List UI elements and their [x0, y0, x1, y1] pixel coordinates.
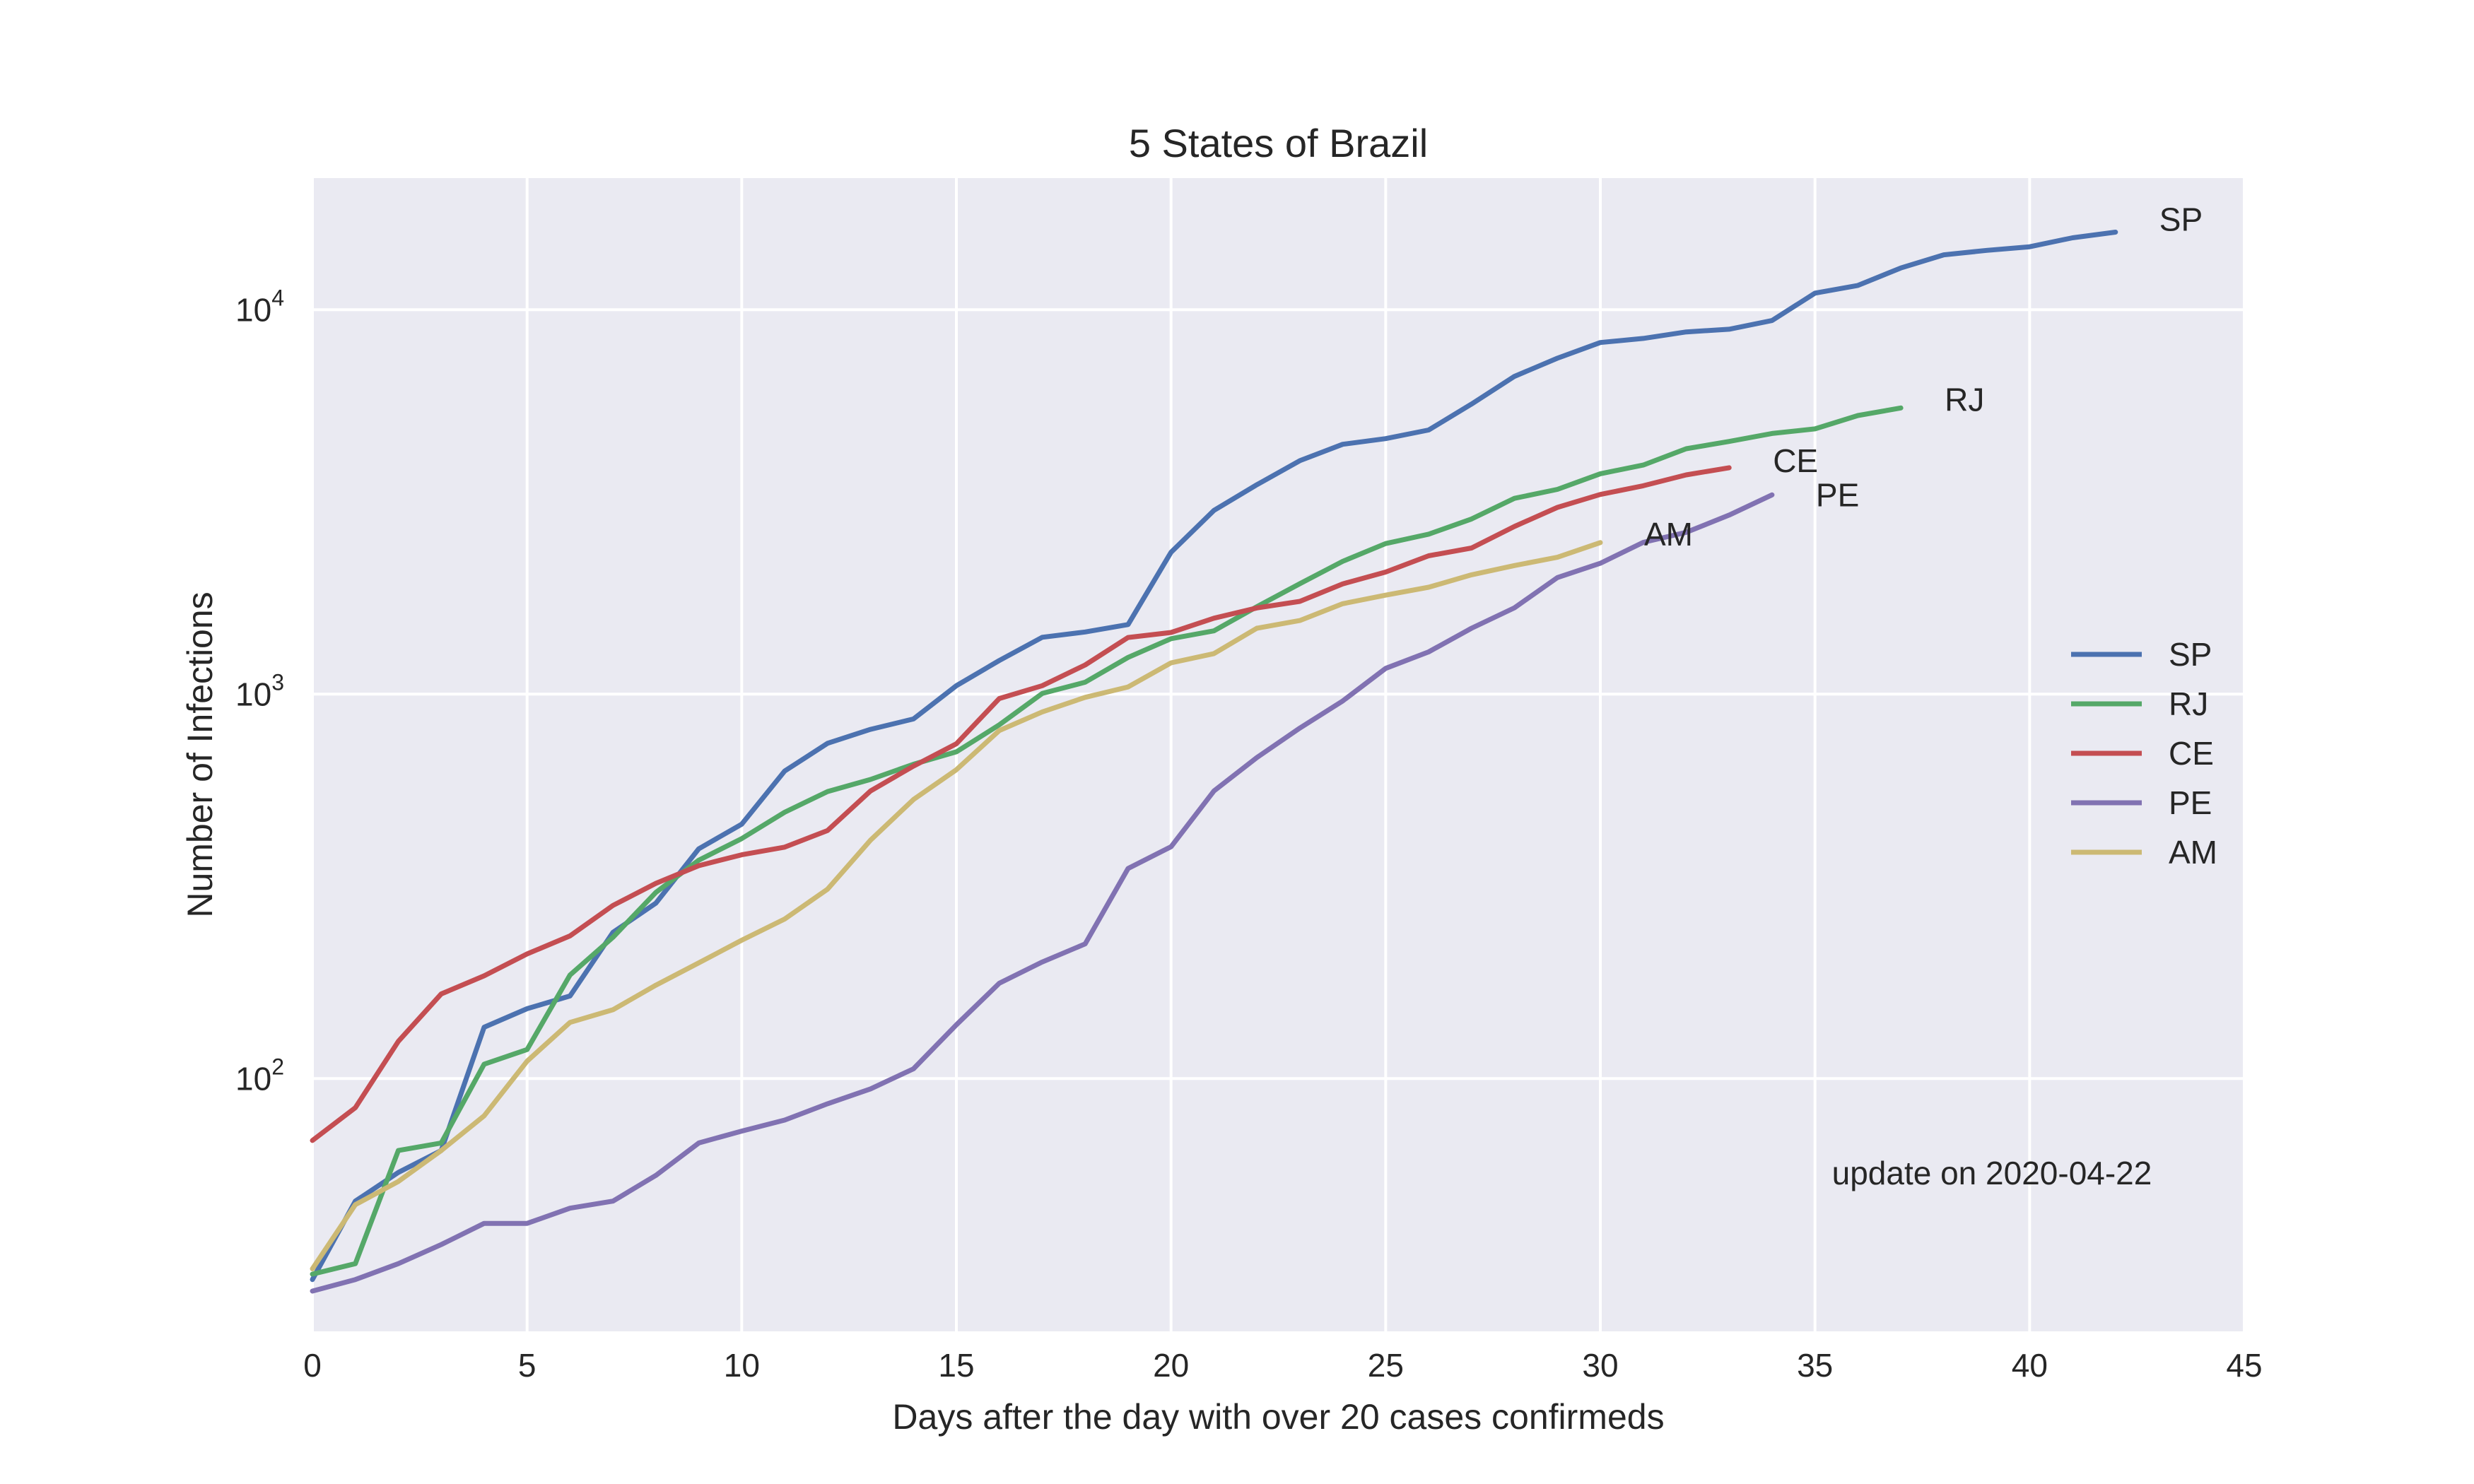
x-tick-label: 40	[2012, 1347, 2048, 1384]
update-annotation: update on 2020-04-22	[1832, 1155, 2152, 1191]
end-label-rj: RJ	[1945, 381, 1984, 418]
end-label-ce: CE	[1773, 442, 1818, 479]
x-tick-label: 35	[1797, 1347, 1833, 1384]
series-line-sp	[310, 230, 2118, 1283]
series-lines	[310, 230, 2118, 1294]
legend-label-am: AM	[2169, 834, 2217, 871]
series-line-ce	[310, 465, 1732, 1143]
plot-area	[312, 178, 2244, 1331]
y-axis-label: Number of Infections	[180, 591, 220, 917]
series-line-am	[310, 540, 1603, 1271]
legend-label-pe: PE	[2169, 784, 2212, 821]
x-tick-label: 10	[724, 1347, 760, 1384]
end-label-sp: SP	[2159, 201, 2203, 238]
grid-lines	[311, 178, 2246, 1331]
x-tick-label: 15	[938, 1347, 974, 1384]
legend-label-rj: RJ	[2169, 685, 2208, 722]
series-line-pe	[310, 492, 1775, 1294]
y-axis-ticks: 102 103 104	[235, 285, 284, 1097]
chart-title: 5 States of Brazil	[1129, 121, 1428, 165]
y-tick-label: 102	[235, 1054, 284, 1097]
x-axis-label: Days after the day with over 20 cases co…	[892, 1397, 1664, 1437]
x-tick-label: 5	[518, 1347, 537, 1384]
legend-label-sp: SP	[2169, 636, 2212, 673]
x-axis-ticks: 0 5 10 15 20 25 30 35 40 45	[303, 1347, 2262, 1384]
series-line-rj	[310, 405, 1904, 1277]
legend: SP RJ CE PE AM	[2071, 636, 2217, 871]
x-tick-label: 45	[2226, 1347, 2262, 1384]
x-tick-label: 20	[1153, 1347, 1189, 1384]
end-label-am: AM	[1644, 516, 1693, 553]
x-tick-label: 0	[303, 1347, 322, 1384]
x-tick-label: 30	[1582, 1347, 1618, 1384]
legend-label-ce: CE	[2169, 735, 2214, 772]
y-tick-label: 104	[235, 285, 284, 328]
y-tick-label: 103	[235, 669, 284, 712]
x-tick-label: 25	[1368, 1347, 1404, 1384]
end-label-pe: PE	[1816, 476, 1859, 513]
